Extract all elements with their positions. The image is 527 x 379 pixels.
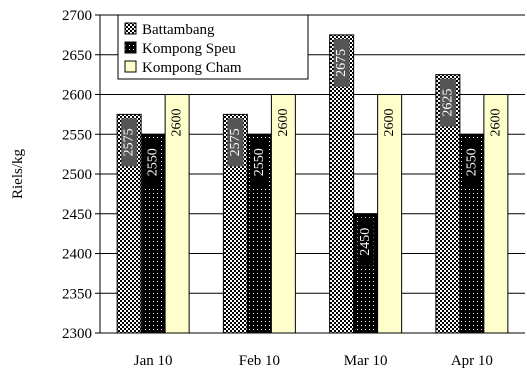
x-tick-label: Mar 10 [344,353,388,369]
y-tick-label: 2500 [62,167,92,183]
data-label-bg [121,118,138,167]
y-tick-label: 2550 [62,127,92,143]
legend: Battambang Kompong Speu Kompong Cham [117,14,309,80]
data-label: 2675 [334,49,349,77]
y-tick-label: 2400 [62,247,92,263]
y-tick-label: 2650 [62,48,92,64]
data-label: 2600 [276,109,291,137]
legend-box [117,14,309,80]
data-label: 2450 [358,228,373,256]
x-tick-label: Apr 10 [451,353,493,369]
data-label-bg [357,217,374,266]
axes: 2300 2350 2400 2450 2500 2550 2600 2650 2700 Jan … [62,8,525,369]
data-label: 2550 [252,148,267,176]
data-label-bg [439,78,456,127]
data-label-bg [333,38,350,87]
x-tick-label: Feb 10 [239,353,280,369]
x-tick-label: Jan 10 [134,353,173,369]
data-label-bg [463,138,480,187]
data-label: 2600 [488,109,503,137]
data-label-bg [487,98,504,147]
y-tick-label: 2300 [62,326,92,342]
legend-label: Kompong Speu [142,41,236,57]
data-labels: 2575 2550 2600 2575 2550 2600 2675 2450 2600 2625… [121,38,504,266]
data-label-bg [145,138,162,187]
y-tick-label: 2450 [62,207,92,223]
y-tick-label: 2700 [62,8,92,24]
data-label: 2550 [464,148,479,176]
data-label: 2550 [146,148,161,176]
data-label-bg [169,98,186,147]
data-label-bg [251,138,268,187]
legend-swatch [124,60,137,73]
legend-label: Kompong Cham [142,60,242,76]
data-label: 2575 [122,128,137,156]
y-tick-label: 2600 [62,88,92,104]
data-label-bg [275,98,292,147]
legend-label: Battambang [142,22,215,38]
data-label: 2625 [440,89,455,117]
data-label: 2600 [382,109,397,137]
legend-swatch [124,41,137,54]
legend-swatch [124,22,137,35]
y-tick-label: 2350 [62,286,92,302]
data-label: 2600 [170,109,185,137]
data-label: 2575 [228,128,243,156]
y-axis-label: Riels/kg [10,149,26,200]
data-label-bg [381,98,398,147]
data-label-bg [227,118,244,167]
